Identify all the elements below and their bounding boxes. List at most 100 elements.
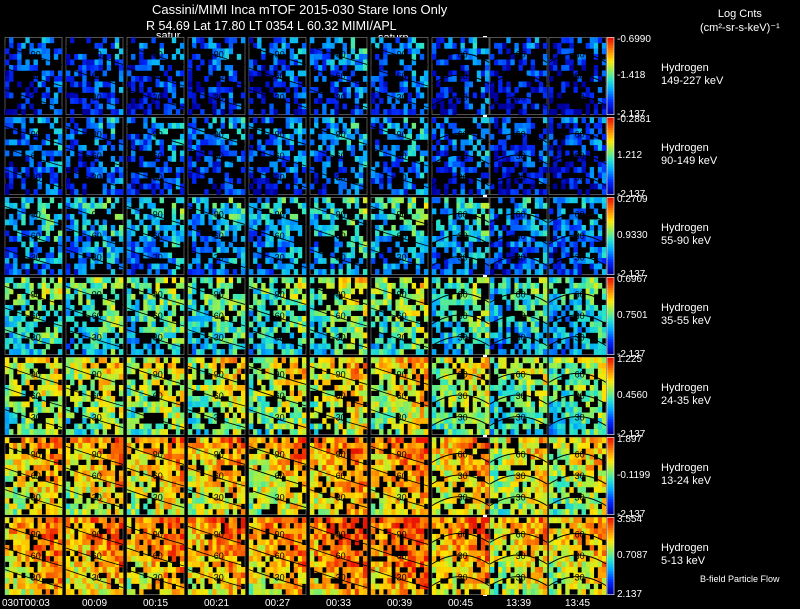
contour-label: 30 [275,573,285,583]
contour-label: 90 [31,449,41,459]
colorbar-6 [606,517,615,595]
contour-label: 30 [458,151,468,161]
contour-label: 30 [458,71,468,81]
panel-r2-c5: 90 60 30 [309,197,368,275]
species-label: Hydrogen [661,382,709,394]
contour-label: 30 [458,231,468,241]
contour-label: 60 [31,551,41,561]
panel-r1-c7: 60 30 30 [431,117,490,195]
contour-label: 60 [214,391,224,401]
contour-label: 30 [458,471,468,481]
time-tick-label: 00:09 [81,598,108,609]
contour-label: 90 [214,449,224,459]
contour-label: 90 [214,369,224,379]
colorbar-mid: 0.7501 [617,310,648,321]
contour-label: 60 [153,471,163,481]
contour-label: 30 [336,413,346,423]
contour-label: 30 [214,413,224,423]
species-label: Hydrogen [661,142,709,154]
contour-label: 90 [92,449,102,459]
panel-r3-c9: 60 30 30 [548,277,607,355]
contour-label: 30 [516,551,526,561]
panel-r5-c4: 90 60 30 [248,437,307,515]
contour-label: 30 [516,413,526,423]
colorbar-5 [606,437,615,515]
panel-r4-c2: 90 60 30 [126,357,185,435]
contour-label: 90 [153,49,163,59]
panel-r6-c5: 90 60 30 [309,517,368,595]
contour-label: 30 [31,493,41,503]
contour-label: 90 [397,129,407,139]
contour-label: 90 [397,369,407,379]
contour-label: 60 [458,49,468,59]
time-tick-label: 00:21 [203,598,230,609]
contour-label: 60 [397,391,407,401]
energy-label: 13-24 keV [661,475,712,487]
contour-label: 30 [31,333,41,343]
contour-label: 30 [397,253,407,263]
contour-label: 60 [458,129,468,139]
orbit-info: R 54.69 Lat 17.80 LT 0354 L 60.32 MIMI/A… [146,19,397,33]
row-label: Hydrogen 24-35 keV [661,382,711,408]
contour-label: 60 [516,49,526,59]
colorbar-max: 1.225 [617,354,643,366]
contour-label: 30 [92,173,102,183]
colorbar-2 [606,197,615,275]
contour-label: 90 [31,129,41,139]
contour-label: 60 [575,449,585,459]
colorbar-mid: 0.9330 [617,230,648,241]
contour-label: 30 [575,551,585,561]
contour-label: 30 [516,311,526,321]
contour-label: 60 [92,231,102,241]
contour-label: 90 [153,529,163,539]
colorbar-max: -0.2881 [617,114,651,126]
contour-label: 90 [336,369,346,379]
panel-r0-c7: 60 30 30 [431,37,490,115]
contour-label: 60 [458,289,468,299]
contour-label: 60 [275,231,285,241]
contour-label: 30 [516,71,526,81]
contour-label: 90 [336,209,346,219]
panel-r6-c7: 60 30 30 [431,517,490,595]
contour-label: 60 [153,311,163,321]
contour-label: 60 [153,391,163,401]
contour-label: 30 [31,413,41,423]
contour-label: 90 [336,449,346,459]
contour-label: 90 [336,49,346,59]
panel-r3-c0: 90 60 30 [4,277,63,355]
panel-r4-c4: 90 60 30 [248,357,307,435]
panel-r6-c0: 90 60 30 [4,517,63,595]
contour-label: 60 [458,449,468,459]
contour-label: 60 [575,49,585,59]
contour-label: 90 [31,289,41,299]
contour-label: 30 [575,71,585,81]
contour-label: 60 [214,471,224,481]
contour-label: 60 [214,231,224,241]
contour-label: 30 [153,333,163,343]
contour-label: 60 [92,391,102,401]
contour-label: 90 [31,529,41,539]
contour-label: 60 [516,129,526,139]
contour-label: 60 [31,231,41,241]
panel-r1-c5: 90 60 30 [309,117,368,195]
contour-label: 90 [275,529,285,539]
panel-r5-c6: 90 60 30 [370,437,429,515]
panel-r3-c5: 90 60 30 [309,277,368,355]
contour-label: 30 [336,93,346,103]
contour-label: 30 [516,333,526,343]
contour-label: 30 [275,253,285,263]
contour-label: 60 [153,71,163,81]
contour-label: 90 [397,49,407,59]
colorbar-min: -2.137 [617,508,646,520]
contour-label: 30 [516,493,526,503]
contour-label: 90 [397,449,407,459]
contour-label: 30 [575,471,585,481]
contour-label: 90 [214,129,224,139]
panel-r3-c8: 60 30 30 [489,277,548,355]
contour-label: 60 [516,449,526,459]
panel-r3-c6: 90 60 30 [370,277,429,355]
contour-label: 90 [153,209,163,219]
contour-label: 90 [153,289,163,299]
contour-label: 90 [92,209,102,219]
contour-label: 60 [516,369,526,379]
